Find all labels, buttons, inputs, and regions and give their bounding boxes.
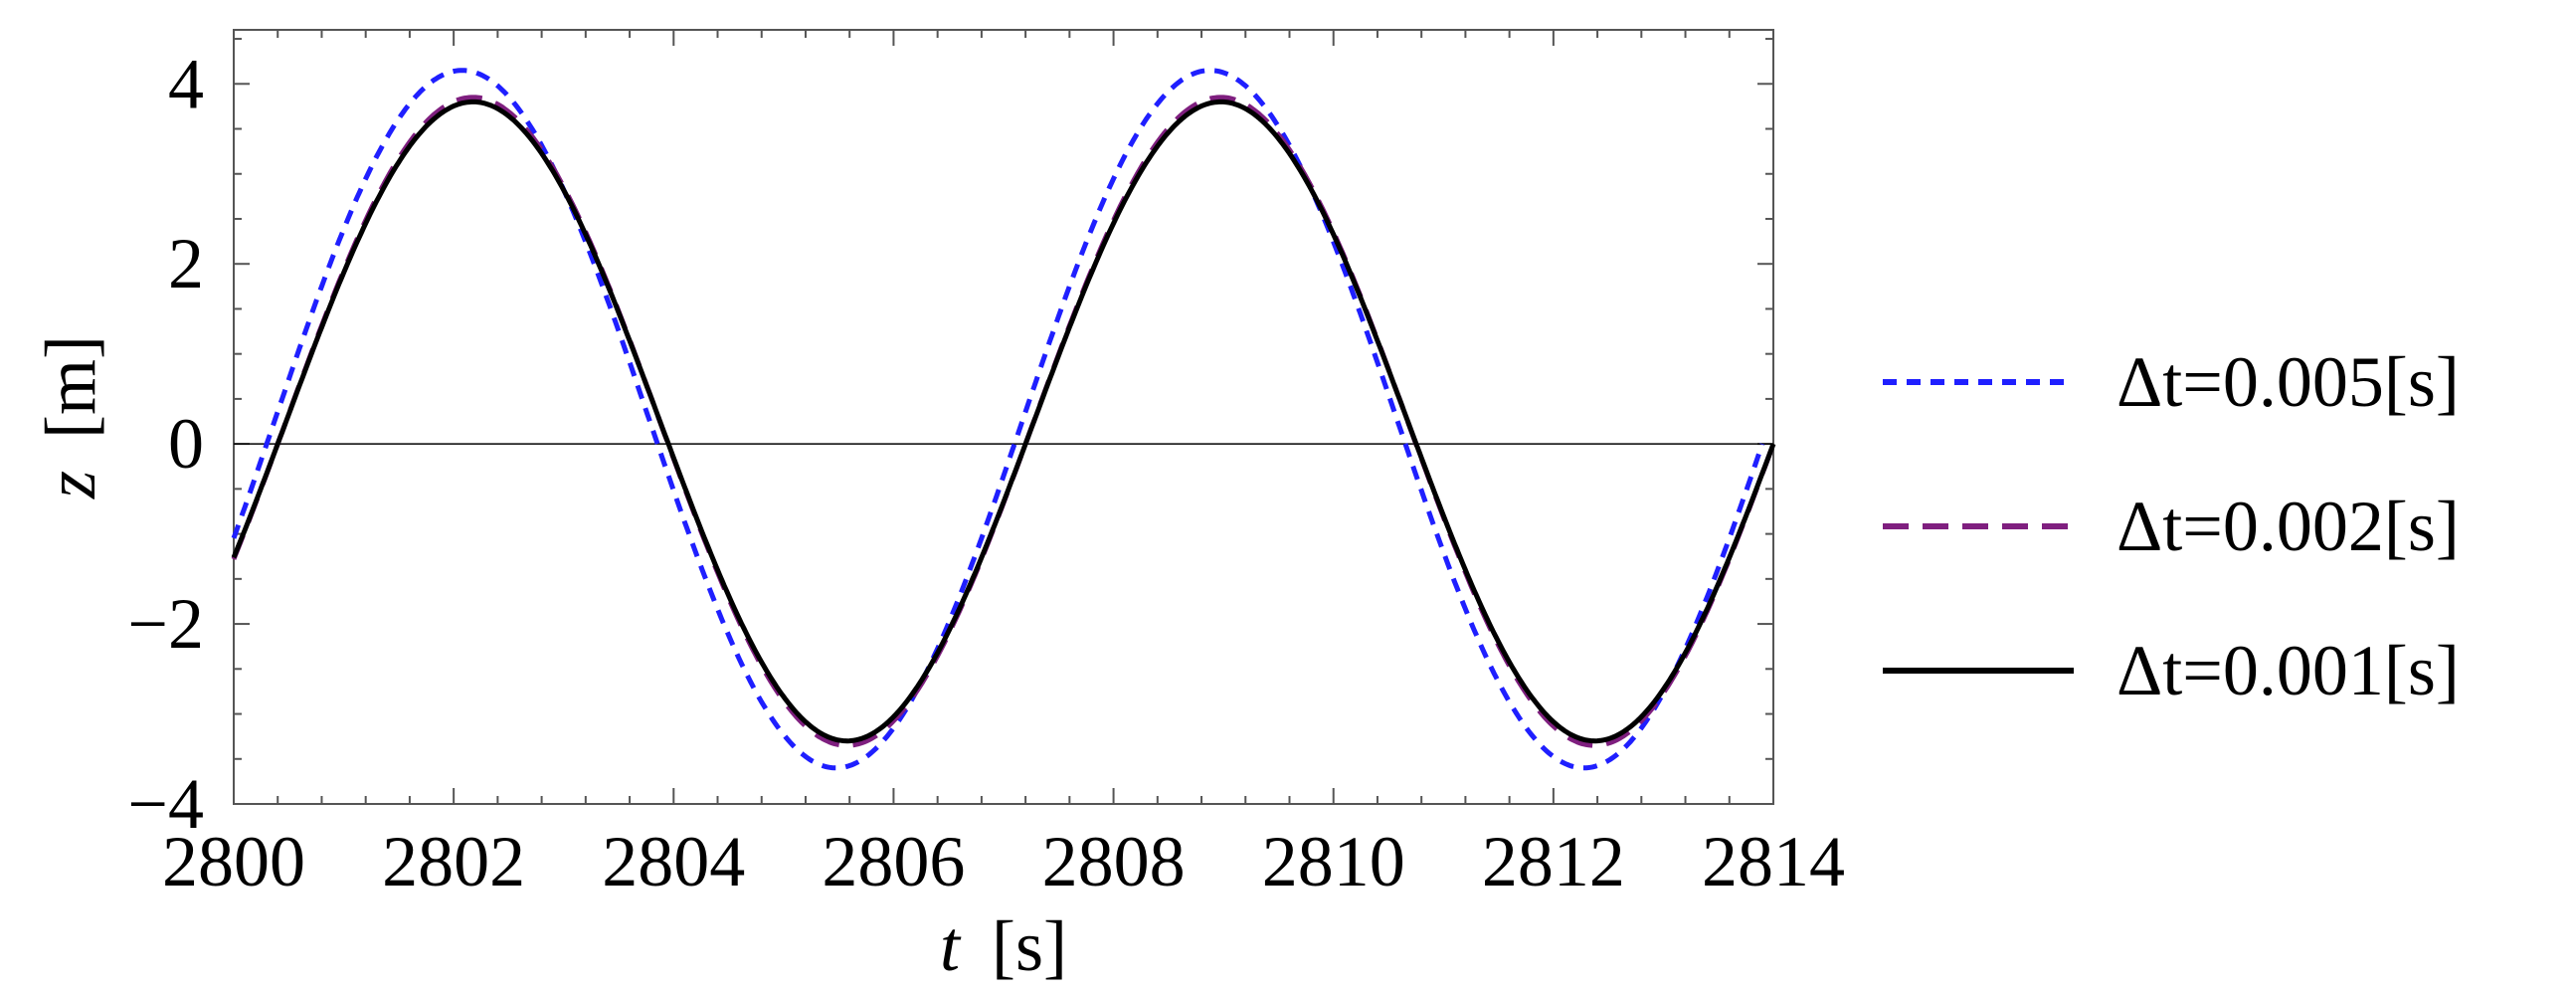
x-tick-label: 2810 — [1262, 822, 1405, 901]
plot-frame — [233, 29, 1774, 805]
series-line-3 — [231, 99, 1776, 744]
x-tick-label: 2808 — [1042, 822, 1186, 901]
axis-ticks — [233, 30, 1774, 805]
x-tick-label: 2812 — [1482, 822, 1625, 901]
legend-label: Δt=0.002[s] — [2116, 487, 2460, 566]
x-tick-label: 2814 — [1702, 822, 1845, 901]
x-tick-labels: 2800 2802 2804 2806 2808 2810 2812 2814 — [162, 822, 1845, 901]
series-line-1 — [231, 68, 1765, 771]
legend-label: Δt=0.001[s] — [2116, 631, 2460, 710]
x-tick-label: 2802 — [382, 822, 525, 901]
x-tick-label: 2800 — [162, 822, 305, 901]
legend: Δt=0.005[s] Δt=0.002[s] Δt=0.001[s] — [1883, 342, 2460, 710]
y-axis-unit: [m] — [31, 335, 110, 439]
legend-label: Δt=0.005[s] — [2116, 342, 2460, 422]
y-tick-labels: −4 −2 0 2 4 — [127, 44, 204, 844]
y-axis-label: z [m] — [31, 335, 110, 499]
y-tick-label: −4 — [127, 764, 204, 844]
y-axis-var: z — [31, 471, 110, 499]
y-tick-label: 4 — [168, 44, 204, 123]
x-axis-var: t — [940, 906, 962, 986]
y-tick-label: −2 — [127, 584, 204, 664]
y-tick-label: 0 — [168, 404, 204, 484]
x-tick-label: 2806 — [822, 822, 965, 901]
x-tick-label: 2804 — [602, 822, 745, 901]
series-layer — [231, 68, 1776, 771]
y-tick-label: 2 — [168, 224, 204, 303]
x-axis-unit: [s] — [992, 906, 1067, 986]
x-axis-label: t [s] — [940, 906, 1067, 986]
